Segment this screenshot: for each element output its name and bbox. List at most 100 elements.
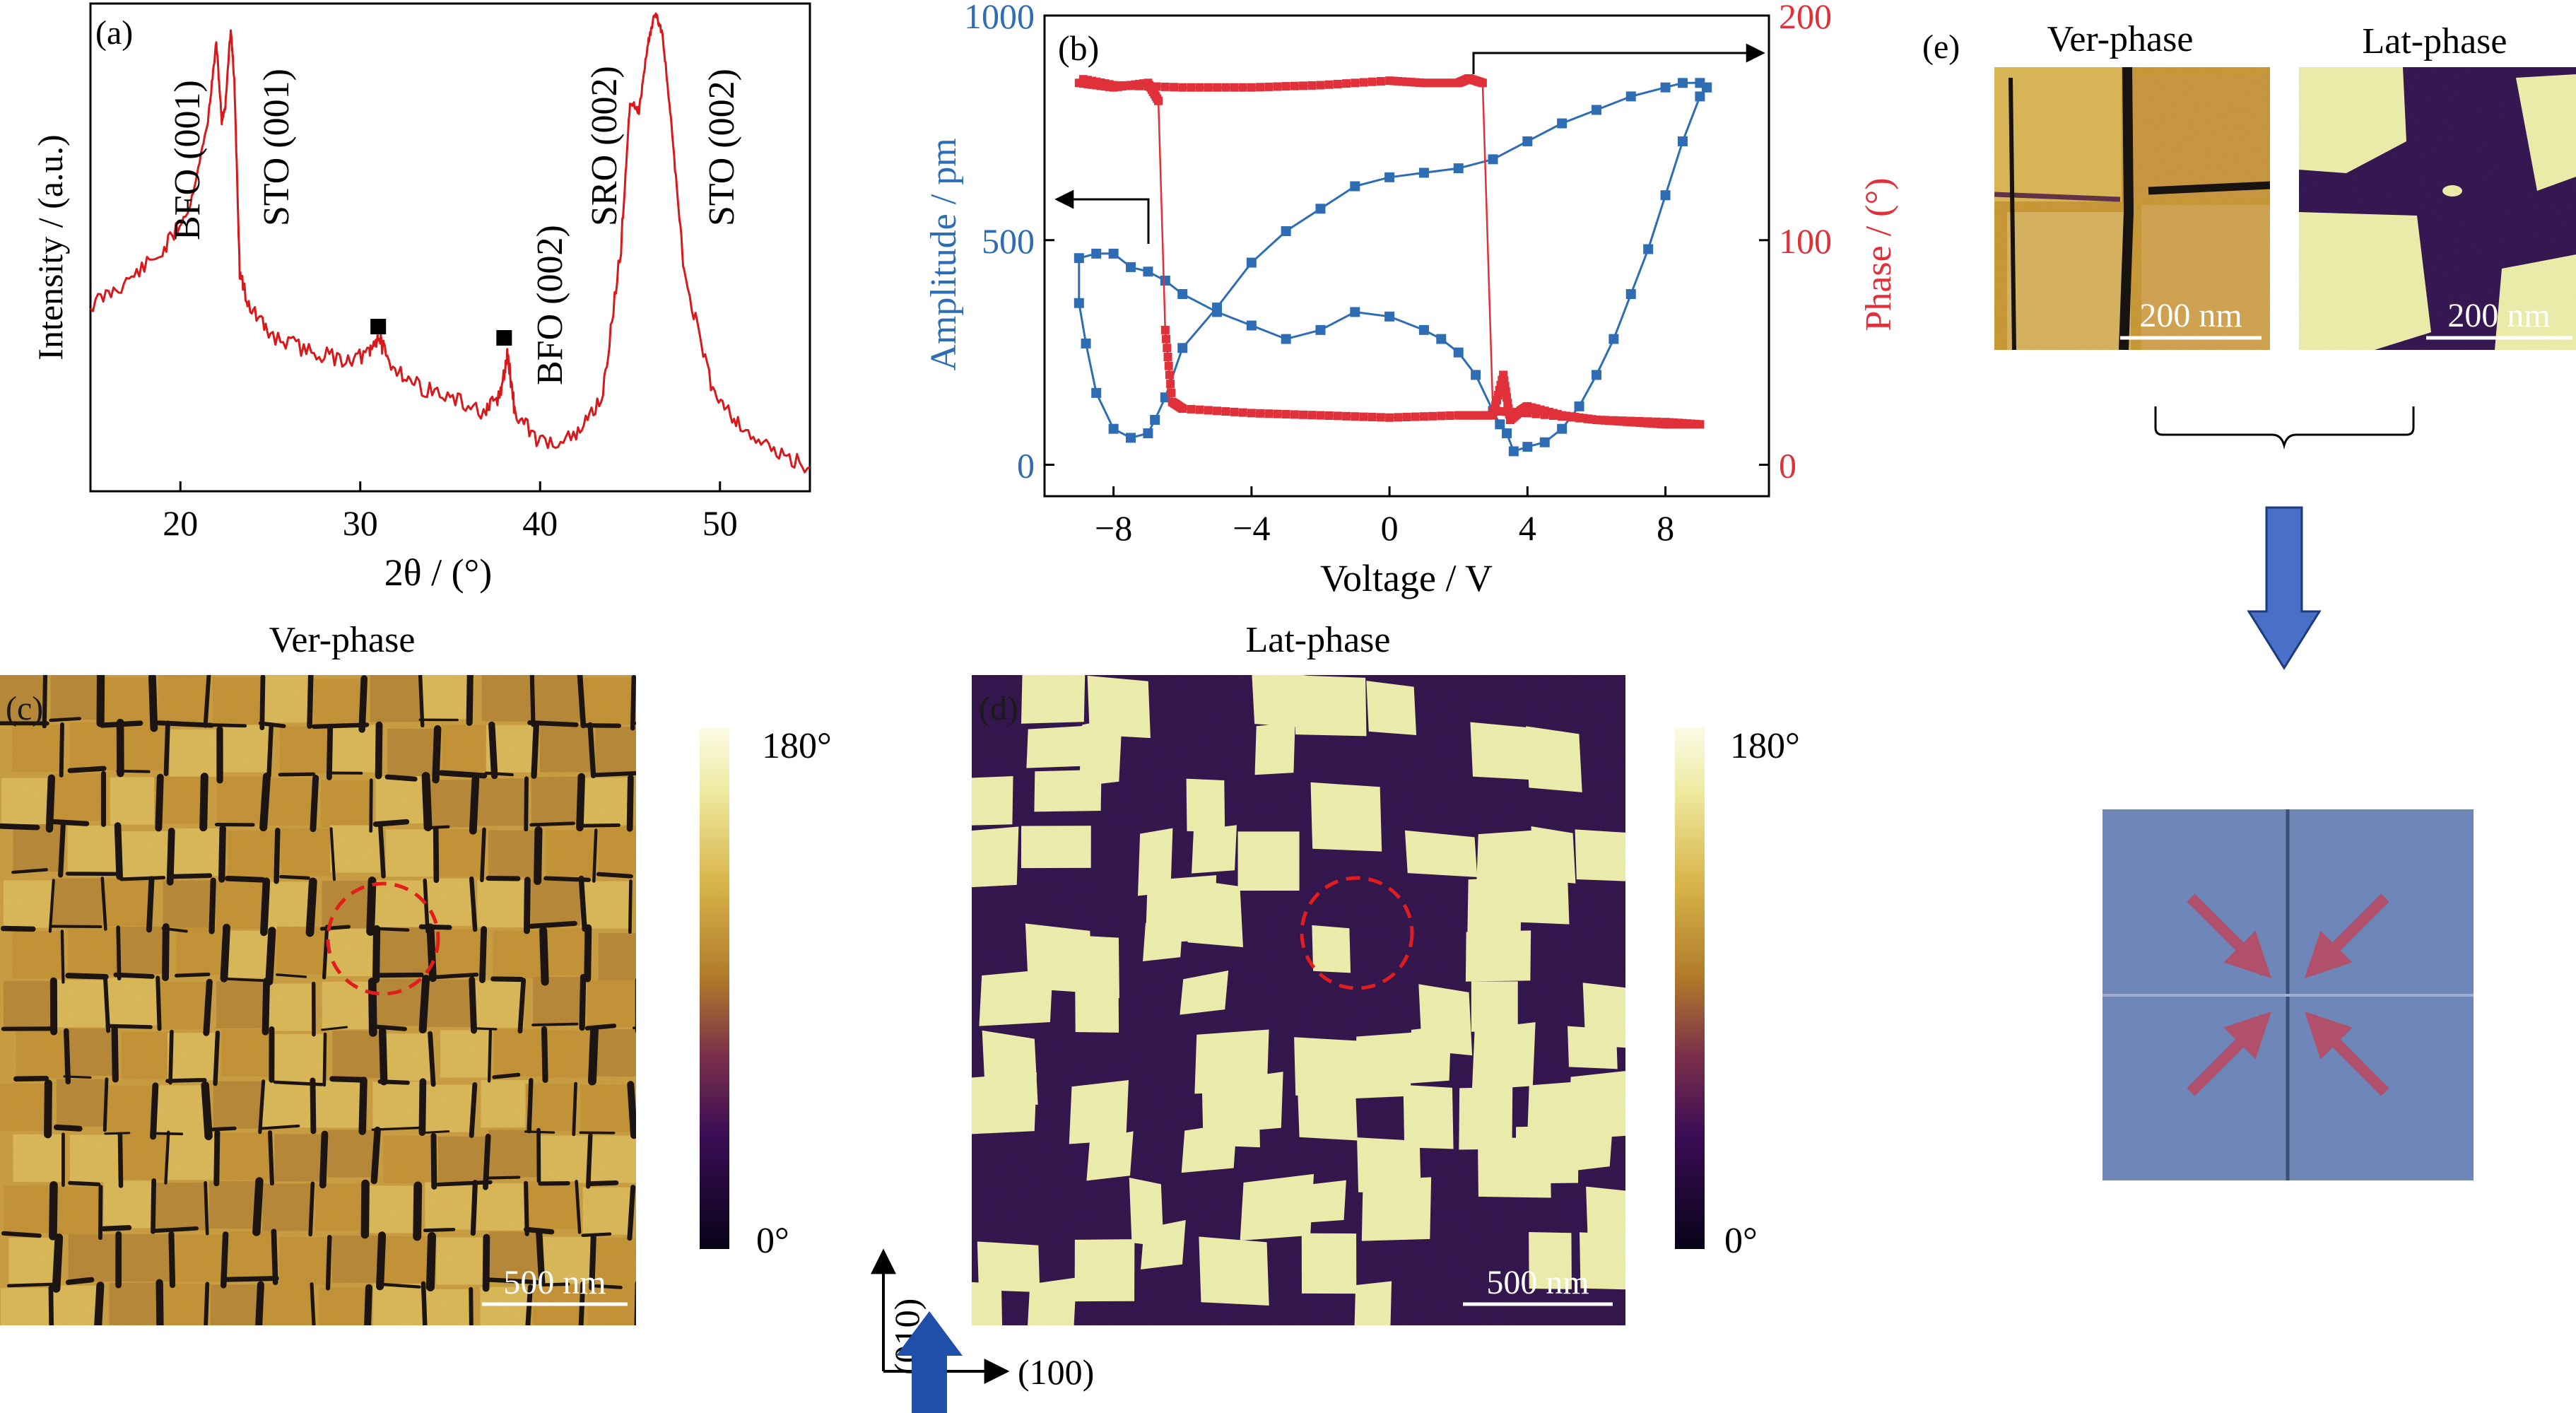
lat-phase-image	[972, 675, 1625, 1325]
phase-point	[1178, 83, 1187, 92]
phase-point	[1163, 344, 1172, 353]
down-arrow-icon	[2247, 506, 2322, 670]
amplitude-point	[1677, 78, 1688, 88]
phase-point	[1221, 83, 1230, 92]
phase-point	[1324, 80, 1334, 89]
phase-point	[1644, 417, 1653, 426]
arrow-to-phase-axis	[1472, 43, 1765, 74]
polarization-arrow-top-left	[2187, 893, 2272, 979]
lat-phase-title: Lat-phase	[1245, 620, 1390, 660]
phase-point	[1160, 82, 1170, 91]
phase-tick-label: 200	[1779, 0, 1832, 36]
amplitude-point	[1539, 437, 1550, 447]
scalebar-c-label: 500 nm	[503, 1264, 606, 1301]
amplitude-point	[1436, 334, 1447, 344]
panel-b-label: (b)	[1058, 28, 1099, 68]
amplitude-point	[1660, 190, 1671, 201]
amplitude-point	[1557, 118, 1568, 129]
phase-point	[1307, 411, 1317, 420]
scalebar-d-label: 500 nm	[1486, 1264, 1589, 1301]
amplitude-point	[1091, 248, 1102, 259]
panel-a-label: (a)	[95, 14, 133, 52]
phase-point	[1290, 410, 1299, 419]
amplitude-point	[1160, 275, 1170, 286]
colorbar-d	[1675, 728, 1705, 1249]
phase-point	[1273, 409, 1282, 418]
phase-point	[1178, 404, 1187, 414]
phase-point	[1238, 408, 1247, 417]
phase-point	[1368, 412, 1377, 421]
phase-point	[1359, 78, 1368, 87]
amplitude-point	[1453, 347, 1464, 358]
phase-point	[1385, 413, 1394, 422]
amplitude-point	[1091, 387, 1102, 398]
phase-point	[1221, 407, 1230, 416]
phase-point	[1342, 411, 1351, 421]
phase-tick-label: 0	[1779, 446, 1796, 486]
scalebar-e-left-label: 200 nm	[2139, 297, 2242, 334]
zoom-lat-image	[2299, 67, 2576, 350]
amplitude-point	[1625, 289, 1636, 300]
amplitude-point	[1488, 154, 1498, 165]
phase-point	[1256, 83, 1265, 92]
amplitude-point	[1177, 343, 1188, 353]
amplitude-point	[1495, 419, 1505, 430]
pfm-x-tick-label: −4	[1233, 508, 1270, 548]
voltage-axis-label: Voltage / V	[1320, 557, 1493, 599]
phase-point	[1488, 406, 1498, 416]
amplitude-point	[1418, 324, 1429, 335]
peak-label-bfo-002: BFO (002)	[530, 225, 570, 385]
phase-point	[1428, 411, 1437, 421]
zoom-lat-title: Lat-phase	[2362, 21, 2507, 61]
zoom-ver-title: Ver-phase	[2047, 19, 2194, 59]
amplitude-axis-label: Amplitude / pm	[924, 138, 964, 370]
amplitude-point	[1315, 324, 1326, 335]
phase-point	[1307, 81, 1317, 90]
xrd-x-axis: 20 30 40 50	[163, 481, 738, 543]
colorbar-d-max: 180°	[1730, 726, 1800, 766]
amplitude-point	[1074, 298, 1084, 308]
amplitude-point	[1508, 446, 1519, 457]
phase-point	[1154, 96, 1163, 105]
phase-point	[1281, 410, 1290, 419]
amplitude-point	[1143, 428, 1153, 439]
polarization-arrow-bottom-left	[2187, 1011, 2272, 1096]
xrd-x-tick-label: 50	[702, 503, 738, 543]
pfm-plot-frame	[1043, 14, 1770, 498]
amplitude-point	[1453, 163, 1464, 174]
xrd-y-axis-label: Intensity / (a.u.)	[30, 134, 70, 360]
amplitude-point	[1522, 442, 1533, 452]
xrd-x-axis-label: 2θ / (°)	[384, 551, 492, 594]
phase-point	[1213, 406, 1222, 416]
phase-point	[1351, 412, 1360, 421]
phase-point	[1164, 361, 1173, 370]
phase-point	[1652, 417, 1662, 426]
colorbar-c-max: 180°	[762, 726, 832, 766]
phase-point	[1368, 77, 1377, 86]
phase-point	[1445, 411, 1454, 421]
pfm-x-tick-label: 4	[1519, 508, 1536, 548]
phase-point	[1195, 83, 1204, 92]
phase-point	[1195, 405, 1204, 414]
blue-up-arrow-icon	[896, 1311, 963, 1413]
phase-point	[1316, 81, 1325, 90]
highlight-circle-lat	[1300, 876, 1414, 990]
phase-point	[1204, 83, 1213, 92]
peak-label-sto-002: STO (002)	[702, 69, 742, 226]
amplitude-point	[1126, 433, 1136, 443]
phase-point	[1333, 79, 1342, 88]
polarization-arrow-top-right	[2304, 893, 2389, 979]
amplitude-point	[1108, 423, 1119, 434]
amplitude-point	[1246, 320, 1257, 331]
pfm-hysteresis-panel: −8 −4 0 4 8 0 500 1000 0 100 200 (b) Amplitude / p…	[924, 0, 1899, 599]
phase-point	[1601, 416, 1610, 425]
amplitude-point	[1471, 370, 1481, 380]
amplitude-point	[1143, 266, 1153, 277]
zoom-ver-image	[1994, 67, 2270, 350]
arrow-to-amplitude-axis	[1054, 189, 1150, 244]
phase-point	[1540, 410, 1549, 419]
phase-point	[1402, 412, 1411, 421]
phase-tick-label: 100	[1779, 221, 1832, 261]
phase-point	[1548, 411, 1558, 421]
